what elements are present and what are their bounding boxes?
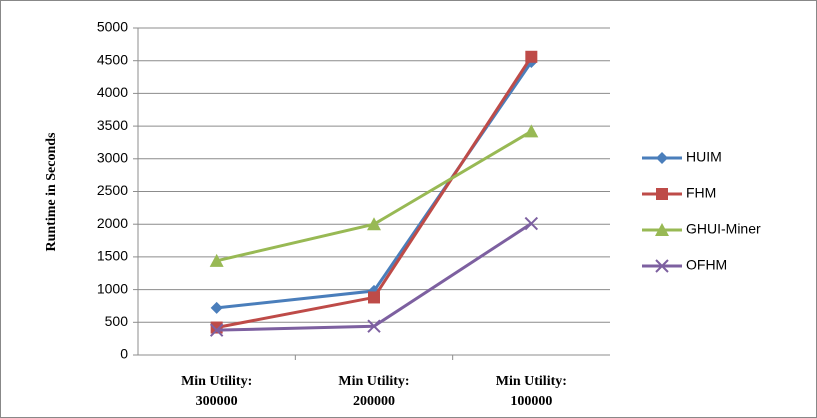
y-axis-label: Runtime in Seconds: [44, 132, 59, 252]
marker: [655, 259, 669, 273]
marker: [525, 50, 538, 63]
y-tick-label: 500: [105, 313, 129, 329]
y-tick-label: 2500: [97, 182, 128, 198]
marker: [367, 217, 381, 231]
x-tick-label: Min Utility: 300000: [181, 374, 252, 409]
marker: [209, 323, 224, 337]
marker: [367, 319, 381, 333]
legend-label: HUIM: [686, 149, 722, 165]
marker: [656, 152, 668, 164]
x-tick-label: Min Utility: 200000: [338, 374, 409, 409]
legend-label: FHM: [686, 185, 716, 201]
marker: [210, 301, 223, 314]
y-tick-label: 1500: [97, 248, 128, 264]
y-tick-label: 2000: [97, 215, 128, 231]
marker: [209, 253, 224, 267]
x-tick-label: Min Utility: 100000: [496, 374, 567, 409]
y-tick-label: 3500: [97, 117, 128, 133]
marker: [655, 223, 669, 236]
marker: [524, 124, 539, 138]
marker: [656, 188, 668, 200]
legend-label: OFHM: [686, 257, 727, 273]
legend-label: GHUI-Miner: [686, 221, 761, 237]
y-tick-label: 3000: [97, 150, 128, 166]
y-tick-label: 4000: [97, 84, 128, 100]
marker: [210, 321, 223, 334]
y-tick-label: 5000: [97, 19, 128, 35]
y-tick-label: 1000: [97, 280, 128, 296]
marker: [524, 216, 539, 231]
marker: [368, 291, 380, 304]
y-tick-label: 0: [120, 346, 128, 362]
y-tick-label: 4500: [97, 51, 128, 67]
